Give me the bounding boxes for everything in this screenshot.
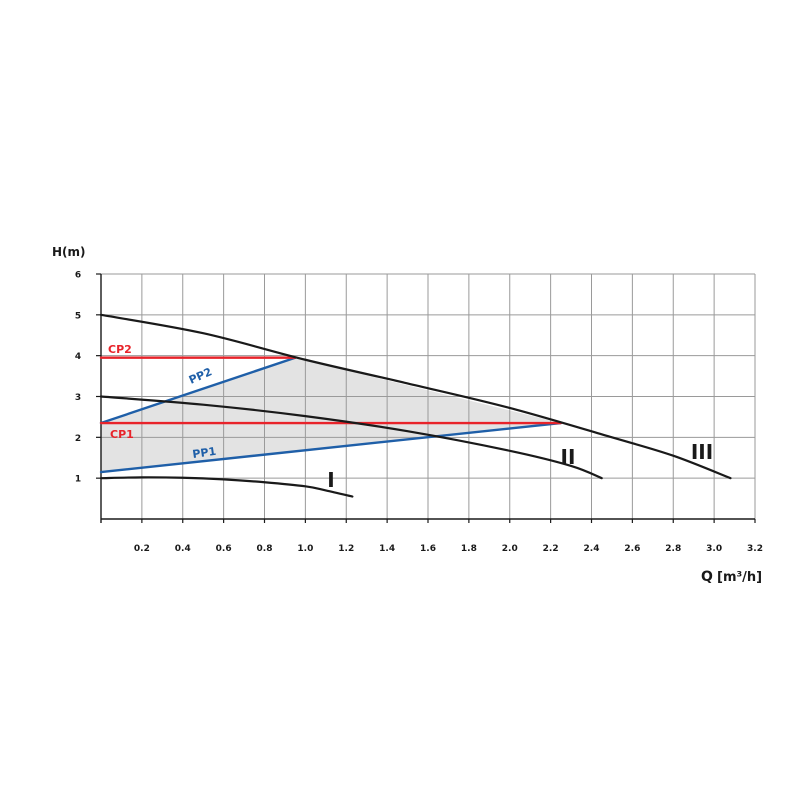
y-tick-label: 1: [75, 475, 81, 485]
axes-group: 1 2 3 4 5 6 0.2 0.4 0.6 0.8 1.0 1.2 1.4 1.6 1.8 2.0 2.2 2…: [75, 271, 763, 555]
series-label-ii: II: [561, 445, 576, 469]
grid-group: [101, 273, 756, 519]
x-tick-label: 3.0: [706, 544, 722, 554]
x-tick-label: 2.2: [543, 544, 559, 554]
y-tick-label: 2: [75, 434, 81, 444]
series-group: [99, 313, 732, 498]
x-tick-label: 2.0: [502, 544, 518, 554]
series-label-cp2: CP2: [108, 343, 132, 356]
series-line-pp2: [99, 356, 297, 425]
x-tick-label: 2.4: [584, 544, 600, 554]
y-tick-label: 6: [75, 271, 81, 281]
series-line-iii: [99, 313, 732, 480]
y-tick-label: 5: [75, 311, 81, 321]
x-tick-label: 0.2: [134, 544, 150, 554]
y-tick-label: 3: [75, 393, 81, 403]
x-tick-label: 1.6: [420, 544, 436, 554]
series-label-pp2: PP2: [187, 365, 214, 387]
x-tick-label: 0.8: [257, 544, 273, 554]
series-label-pp1: PP1: [192, 445, 217, 461]
shaded-area-group: [101, 357, 561, 473]
x-tick-label: 2.8: [665, 544, 681, 554]
x-tick-label: 2.6: [624, 544, 640, 554]
series-line-ii: [99, 395, 603, 480]
x-tick-label: 1.2: [338, 544, 354, 554]
y-tick-label: 4: [75, 352, 81, 362]
x-tick-label: 1.0: [297, 544, 313, 554]
series-label-cp1: CP1: [110, 428, 134, 441]
series-label-i: I: [327, 468, 334, 492]
series-label-iii: III: [691, 440, 713, 464]
x-axis-unit: [m³/h]: [717, 570, 762, 585]
x-tick-label: 1.8: [461, 544, 477, 554]
x-axis-title: Q: [701, 569, 713, 585]
series-line-i: [99, 476, 354, 498]
x-tick-label: 1.4: [379, 544, 395, 554]
series-line-pp1: [99, 421, 563, 474]
y-axis-title: H(m): [52, 245, 86, 259]
x-tick-label: 0.4: [175, 544, 191, 554]
x-tick-label: 0.6: [216, 544, 232, 554]
x-tick-label: 3.2: [747, 544, 763, 554]
shaded-operating-area: [101, 357, 561, 473]
